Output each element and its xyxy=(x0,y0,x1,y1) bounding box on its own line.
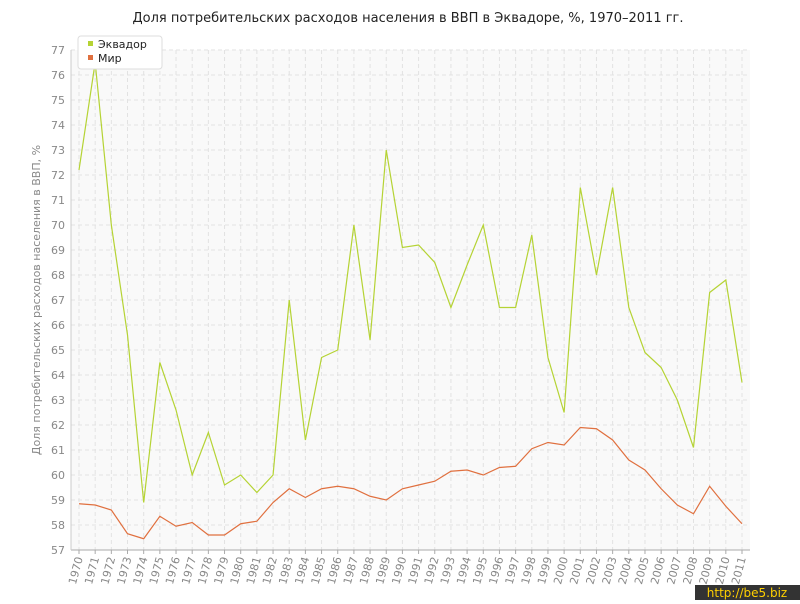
y-tick-label: 61 xyxy=(51,444,65,457)
legend-label: Эквадор xyxy=(98,38,147,51)
y-tick-label: 64 xyxy=(51,369,65,382)
y-tick-label: 75 xyxy=(51,94,65,107)
y-axis-label: Доля потребительских расходов населения … xyxy=(30,145,43,455)
y-tick-label: 76 xyxy=(51,69,65,82)
series-line xyxy=(78,62,743,503)
y-tick-label: 60 xyxy=(51,469,65,482)
y-tick-label: 68 xyxy=(51,269,65,282)
y-tick-label: 66 xyxy=(51,319,65,332)
y-tick-label: 62 xyxy=(51,419,65,432)
series-line xyxy=(78,426,743,540)
y-tick-label: 59 xyxy=(51,494,65,507)
y-tick-label: 57 xyxy=(51,544,65,557)
y-tick-label: 65 xyxy=(51,344,65,357)
y-tick-label: 77 xyxy=(51,44,65,57)
watermark: http://be5.biz xyxy=(707,586,787,600)
legend-box xyxy=(77,35,163,70)
y-tick-label: 73 xyxy=(51,144,65,157)
legend-swatch xyxy=(88,55,93,60)
y-tick-label: 72 xyxy=(51,169,65,182)
y-tick-label: 58 xyxy=(51,519,65,532)
y-tick-label: 74 xyxy=(51,119,65,132)
y-tick-label: 70 xyxy=(51,219,65,232)
y-tick-label: 67 xyxy=(51,294,65,307)
y-tick-label: 71 xyxy=(51,194,65,207)
legend-label: Мир xyxy=(98,52,122,65)
y-tick-label: 69 xyxy=(51,244,65,257)
legend-swatch xyxy=(88,41,93,46)
chart-title: Доля потребительских расходов населения … xyxy=(132,11,683,26)
y-tick-label: 63 xyxy=(51,394,65,407)
watermark-bg xyxy=(695,585,800,600)
